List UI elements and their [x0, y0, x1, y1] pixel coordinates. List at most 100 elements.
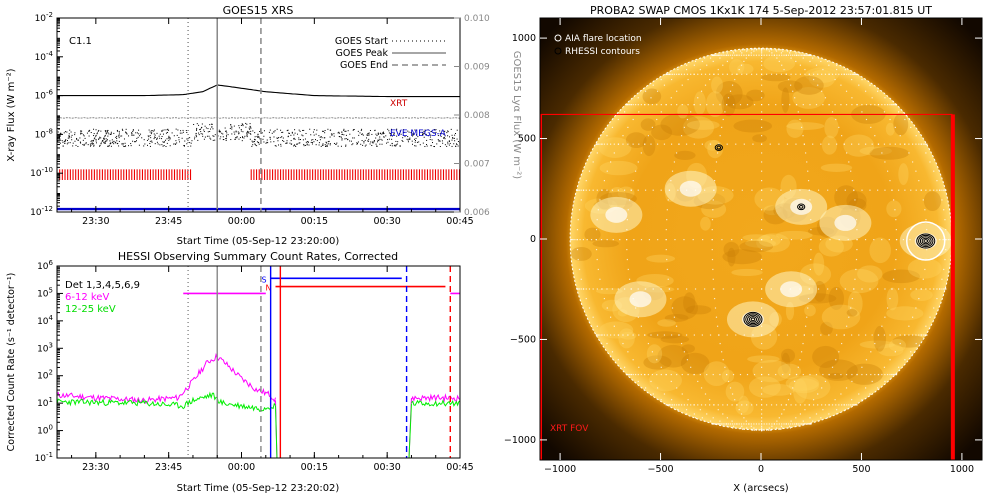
goes-noise-dot — [107, 130, 109, 132]
goes-noise-dot — [349, 140, 351, 142]
grid-dot — [785, 73, 787, 75]
grid-dot — [673, 161, 676, 163]
goes-noise-dot — [248, 131, 250, 133]
goes-noise-dot — [182, 129, 184, 131]
disk-texture — [821, 304, 861, 330]
grid-dot — [829, 239, 831, 241]
grid-dot — [601, 143, 603, 145]
grid-dot — [805, 152, 807, 154]
grid-dot — [761, 60, 763, 63]
grid-dot — [769, 429, 771, 431]
grid-dot — [894, 143, 896, 145]
grid-dot — [644, 143, 646, 145]
grid-dot — [743, 423, 745, 425]
goes-noise-dot — [435, 131, 437, 133]
grid-dot — [792, 54, 794, 56]
disk-texture — [780, 348, 796, 363]
grid-dot — [748, 54, 750, 56]
y-right-tick-label: 0.006 — [464, 208, 490, 218]
grid-dot — [650, 143, 652, 145]
grid-dot — [724, 54, 726, 56]
grid-dot — [756, 73, 758, 75]
disk-texture — [646, 254, 676, 263]
goes-noise-dot — [115, 136, 117, 138]
goes-noise-dot — [299, 139, 301, 141]
grid-dot — [617, 189, 619, 191]
goes-noise-dot — [168, 135, 170, 137]
grid-dot — [766, 54, 768, 56]
goes-noise-dot — [138, 133, 140, 135]
goes-noise-dot — [146, 144, 148, 146]
grid-dot — [841, 404, 843, 406]
goes-noise-dot — [124, 142, 126, 144]
grid-dot — [617, 334, 620, 336]
goes-noise-dot — [183, 145, 185, 147]
goes-noise-dot — [312, 131, 314, 133]
grid-dot — [617, 118, 619, 121]
goes-noise-dot — [66, 140, 68, 142]
goes-noise-dot — [311, 141, 313, 143]
grid-dot — [761, 413, 763, 415]
goes-noise-dot — [149, 145, 151, 147]
grid-dot — [712, 268, 714, 271]
grid-dot — [751, 189, 753, 191]
grid-dot — [828, 373, 830, 376]
grid-dot — [660, 189, 662, 191]
grid-dot — [761, 48, 763, 50]
grid-dot — [817, 189, 820, 191]
goes-noise-dot — [246, 133, 248, 135]
goes-noise-dot — [196, 136, 198, 138]
goes-noise-dot — [280, 129, 282, 131]
goes-noise-dot — [68, 136, 70, 138]
goes-plot-area — [57, 18, 460, 212]
swap-title: PROBA2 SWAP CMOS 1Kx1K 174 5-Sep-2012 23… — [590, 4, 932, 17]
goes-noise-dot — [238, 138, 240, 140]
legend-6-12kev: 6-12 keV — [65, 292, 109, 303]
goes-noise-dot — [411, 140, 413, 142]
grid-dot — [751, 49, 753, 51]
goes-noise-dot — [388, 138, 390, 140]
grid-dot — [795, 73, 797, 75]
goes-noise-dot — [367, 133, 369, 135]
grid-dot — [596, 219, 598, 221]
disk-texture — [617, 186, 635, 200]
grid-dot — [647, 373, 650, 376]
goes-noise-dot — [414, 138, 416, 140]
disk-texture — [735, 400, 754, 416]
grid-dot — [944, 189, 946, 191]
grid-dot — [850, 73, 852, 75]
goes-noise-dot — [429, 138, 431, 140]
goes-noise-dot — [262, 138, 264, 140]
grid-dot — [761, 97, 763, 99]
goes-noise-dot — [331, 134, 333, 136]
goes-noise-dot — [391, 138, 393, 140]
grid-dot — [851, 73, 853, 75]
goes-noise-dot — [278, 144, 280, 146]
goes-noise-dot — [198, 134, 200, 136]
grid-dot — [640, 325, 642, 327]
grid-dot — [640, 152, 642, 154]
goes-noise-dot — [411, 133, 413, 135]
x-tick-label: 00:15 — [301, 462, 328, 473]
goes-noise-dot — [383, 136, 385, 138]
goes-noise-dot — [340, 145, 342, 147]
grid-dot — [579, 239, 581, 241]
goes-noise-dot — [359, 132, 361, 134]
grid-dot — [701, 334, 703, 336]
goes-noise-dot — [91, 143, 93, 145]
grid-dot — [915, 342, 917, 345]
grid-dot — [904, 143, 906, 145]
grid-dot — [865, 143, 867, 145]
grid-dot — [722, 404, 724, 406]
goes-noise-dot — [136, 137, 138, 139]
goes-noise-dot — [199, 128, 201, 130]
grid-dot — [807, 54, 810, 56]
grid-dot — [787, 78, 790, 81]
grid-dot — [908, 334, 910, 336]
grid-dot — [822, 104, 824, 106]
goes-noise-dot — [182, 131, 184, 133]
grid-dot — [869, 393, 871, 395]
rhessi-contour — [921, 237, 930, 245]
grid-dot — [741, 428, 743, 431]
grid-dot — [600, 239, 603, 241]
